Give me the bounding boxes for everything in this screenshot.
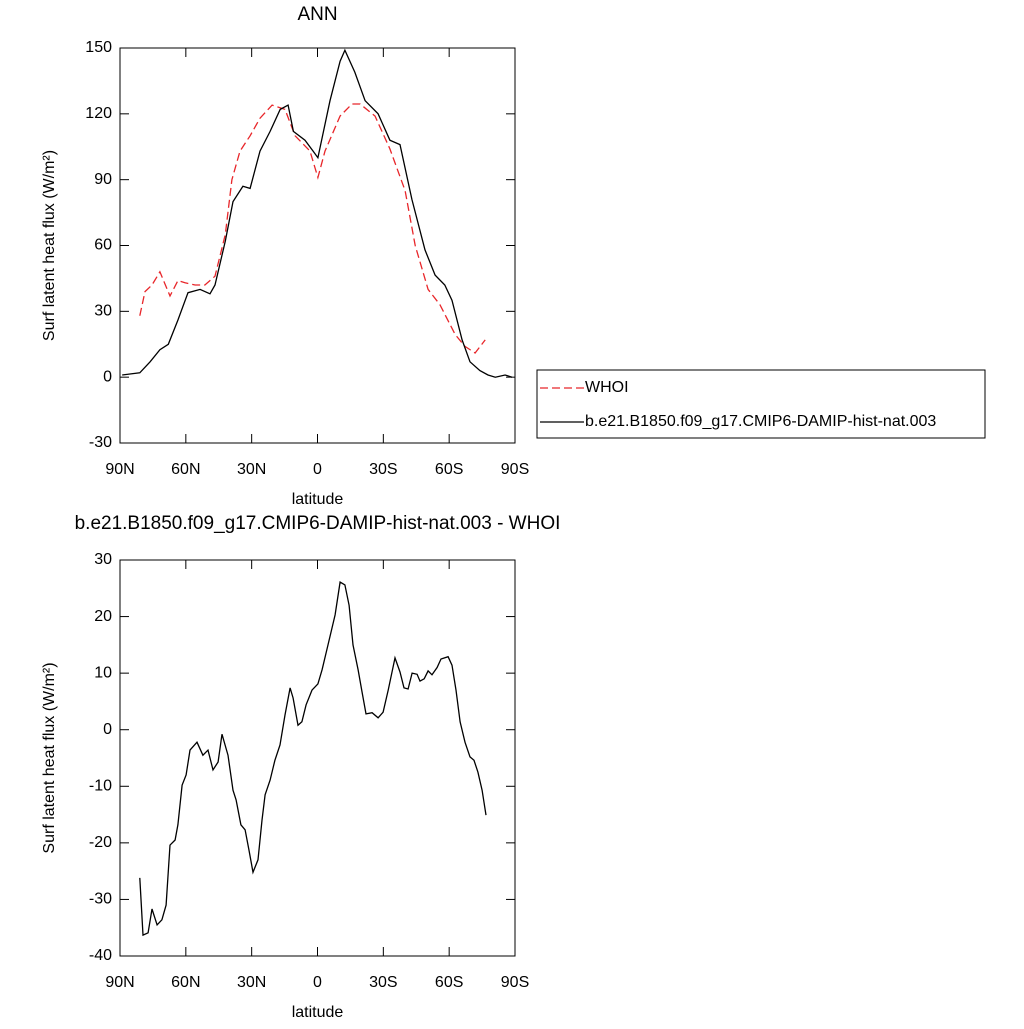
data-line — [122, 48, 513, 378]
chart-title: ANN — [297, 4, 337, 25]
plot-frame — [119, 47, 516, 444]
x-tick-label: 0 — [313, 461, 322, 478]
x-tick-label: 30S — [369, 461, 397, 478]
legend-label: b.e21.B1850.f09_g17.CMIP6-DAMIP-hist-nat… — [585, 413, 936, 430]
x-tick-label: 30S — [369, 974, 397, 991]
x-tick-label: 90S — [501, 461, 529, 478]
y-tick-label: 20 — [94, 608, 112, 625]
y-tick-label: -20 — [89, 834, 112, 851]
y-tick-label: 60 — [94, 237, 112, 254]
y-tick-label: -30 — [89, 434, 112, 451]
y-tick-label: -40 — [89, 947, 112, 964]
x-tick-label: 90N — [105, 974, 134, 991]
y-tick-label: -10 — [89, 778, 112, 795]
y-axis-label: Surf latent heat flux (W/m²) — [41, 662, 58, 853]
x-tick-label: 90N — [105, 461, 134, 478]
x-tick-label: 60N — [171, 461, 200, 478]
chart-title: b.e21.B1850.f09_g17.CMIP6-DAMIP-hist-nat… — [75, 513, 561, 534]
y-tick-label: 30 — [94, 551, 112, 568]
y-tick-label: 30 — [94, 303, 112, 320]
x-axis-label: latitude — [292, 1004, 344, 1021]
legend-box — [536, 369, 986, 439]
y-tick-label: 90 — [94, 171, 112, 188]
y-tick-label: 10 — [94, 664, 112, 681]
x-axis-label: latitude — [292, 491, 344, 508]
y-tick-label: 0 — [103, 368, 112, 385]
legend-label: WHOI — [585, 379, 629, 396]
y-tick-label: -30 — [89, 891, 112, 908]
x-tick-label: 30N — [237, 974, 266, 991]
x-tick-label: 60S — [435, 974, 463, 991]
x-tick-label: 0 — [313, 974, 322, 991]
data-line — [139, 103, 486, 354]
x-tick-label: 30N — [237, 461, 266, 478]
x-tick-label: 90S — [501, 974, 529, 991]
x-tick-label: 60N — [171, 974, 200, 991]
y-tick-label: 150 — [85, 39, 112, 56]
y-tick-label: 120 — [85, 105, 112, 122]
plot-frame — [119, 559, 516, 957]
x-tick-label: 60S — [435, 461, 463, 478]
y-tick-label: 0 — [103, 721, 112, 738]
data-line — [139, 581, 487, 937]
y-axis-label: Surf latent heat flux (W/m²) — [41, 150, 58, 341]
